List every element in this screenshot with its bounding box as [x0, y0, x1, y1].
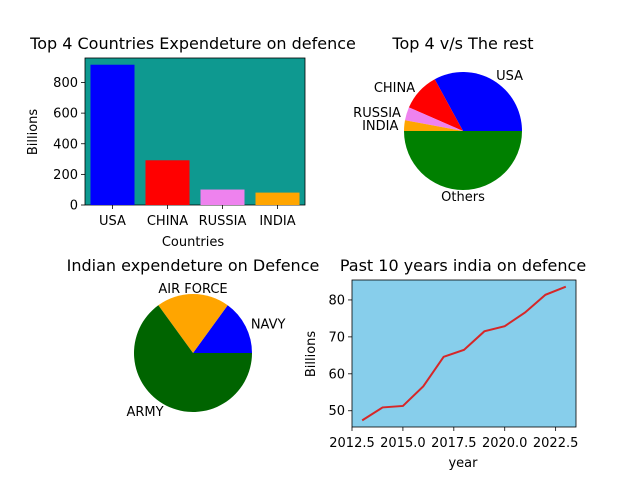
line-x-tick-label: 2022.5 — [533, 436, 579, 451]
top4-pie-label-others: Others — [441, 190, 485, 205]
india-pie-label-army: ARMY — [126, 405, 163, 420]
line-series — [361, 285, 567, 422]
line-x-tick-label: 2015.0 — [380, 436, 426, 451]
bar-chart-title: Top 4 Countries Expendeture on defence — [29, 34, 356, 53]
top4-pie-slice-usa — [434, 72, 522, 131]
bar-y-tick-label: 400 — [53, 137, 78, 152]
line-chart-plot-area — [351, 279, 577, 428]
line-y-tick-label: 70 — [328, 330, 345, 345]
bar-x-tick-label: CHINA — [147, 214, 188, 229]
india-pie-label-air-force: AIR FORCE — [158, 282, 227, 297]
india-pie-slice-army — [133, 305, 252, 412]
top4-pie-label-india: INDIA — [362, 119, 398, 134]
line-y-tick-label: 80 — [328, 293, 345, 308]
bar-chart: 0 200 400 600 800 USA CHINA RUSSIA INDIA Top 4 … — [26, 34, 356, 250]
bar-y-tick-label: 200 — [53, 168, 78, 183]
line-chart-x-axis-label: year — [448, 456, 478, 471]
line-y-tick-label: 50 — [328, 404, 345, 419]
bar-usa — [90, 64, 135, 205]
bar-y-tick-label: 800 — [53, 76, 78, 91]
line-x-tick-label: 2017.5 — [431, 436, 477, 451]
pie-chart-top4-title: Top 4 v/s The rest — [391, 34, 533, 53]
top4-pie-slice-india — [404, 120, 463, 131]
bar-china — [145, 160, 190, 205]
bar-x-tick-label: INDIA — [259, 214, 295, 229]
bar-y-tick-label: 0 — [70, 199, 78, 214]
bar-x-tick-label: USA — [99, 214, 126, 229]
bar-y-tick-label: 600 — [53, 107, 78, 122]
top4-pie-slice-russia — [404, 107, 463, 131]
india-pie-slice-navy — [193, 305, 252, 353]
line-chart-y-axis-label: Billions — [304, 331, 319, 378]
bar-india — [255, 192, 300, 205]
bar-russia — [200, 189, 245, 205]
line-chart-title: Past 10 years india on defence — [340, 256, 586, 275]
bar-chart-x-axis-label: Countries — [162, 235, 225, 250]
line-x-tick-label: 2012.5 — [329, 436, 375, 451]
india-pie-slice-air-force — [158, 294, 228, 353]
top4-pie-slice-others — [404, 131, 522, 190]
india-pie-label-navy: NAVY — [251, 318, 286, 333]
bar-chart-y-axis-label: Billions — [26, 109, 41, 156]
line-y-tick-label: 60 — [328, 367, 345, 382]
pie-chart-india-title: Indian expendeture on Defence — [67, 256, 320, 275]
top4-pie-label-russia: RUSSIA — [353, 106, 401, 121]
pie-chart-india-defence: NAVY AIR FORCE ARMY Indian expendeture on … — [67, 256, 320, 420]
top4-pie-label-china: CHINA — [374, 81, 415, 96]
top4-pie-label-usa: USA — [496, 69, 523, 84]
top4-pie-slice-china — [408, 79, 463, 131]
line-x-tick-label: 2020.0 — [482, 436, 528, 451]
bar-x-tick-label: RUSSIA — [199, 214, 247, 229]
